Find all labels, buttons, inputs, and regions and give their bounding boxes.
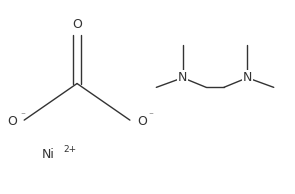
Text: O: O <box>72 17 82 30</box>
Text: N: N <box>178 71 187 84</box>
Text: O: O <box>7 115 17 128</box>
Text: ⁻: ⁻ <box>148 111 153 120</box>
Text: 2+: 2+ <box>64 145 77 153</box>
Text: N: N <box>243 71 252 84</box>
Text: O: O <box>137 115 147 128</box>
Text: ⁻: ⁻ <box>20 111 25 120</box>
Text: Ni: Ni <box>42 148 55 161</box>
